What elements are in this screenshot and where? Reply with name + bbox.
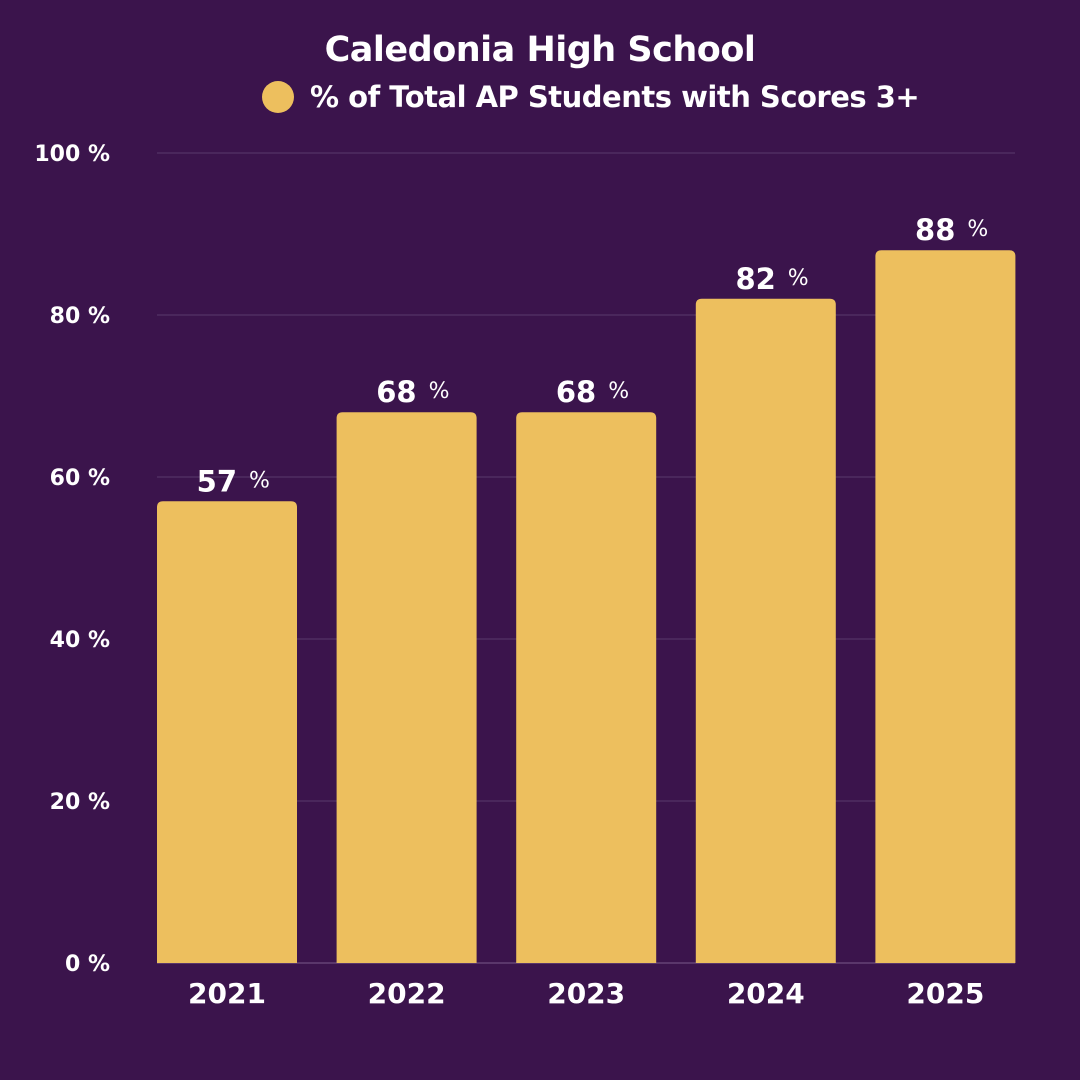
bar bbox=[695, 298, 836, 963]
legend-swatch bbox=[262, 81, 294, 113]
bar bbox=[157, 501, 297, 963]
y-tick-label: 20 % bbox=[50, 790, 110, 815]
x-tick-label: 2021 bbox=[188, 977, 266, 1010]
data-label-suffix: % bbox=[788, 266, 809, 291]
legend-label: % of Total AP Students with Scores 3+ bbox=[310, 80, 920, 114]
x-tick-label: 2022 bbox=[368, 977, 446, 1010]
data-label-suffix: % bbox=[608, 379, 629, 404]
x-tick-label: 2024 bbox=[727, 977, 805, 1010]
bar bbox=[875, 250, 1016, 963]
data-label-value: 82 bbox=[735, 262, 775, 296]
y-tick-label: 40 % bbox=[50, 628, 110, 653]
x-tick-label: 2025 bbox=[906, 977, 984, 1010]
data-label-suffix: % bbox=[249, 468, 270, 493]
data-label-value: 88 bbox=[915, 213, 955, 247]
chart-title: Caledonia High School bbox=[324, 30, 756, 70]
data-label-suffix: % bbox=[967, 217, 988, 242]
y-tick-label: 0 % bbox=[65, 952, 110, 977]
data-label-value: 57 bbox=[197, 464, 237, 498]
bar bbox=[336, 412, 477, 963]
bar bbox=[516, 412, 657, 963]
data-label-value: 68 bbox=[376, 375, 416, 409]
x-tick-label: 2023 bbox=[547, 977, 625, 1010]
data-label-suffix: % bbox=[429, 379, 450, 404]
data-label-value: 68 bbox=[556, 375, 596, 409]
legend: % of Total AP Students with Scores 3+ bbox=[262, 80, 920, 114]
y-tick-label: 80 % bbox=[50, 304, 110, 329]
y-tick-label: 60 % bbox=[50, 466, 110, 491]
y-tick-label: 100 % bbox=[34, 142, 110, 167]
